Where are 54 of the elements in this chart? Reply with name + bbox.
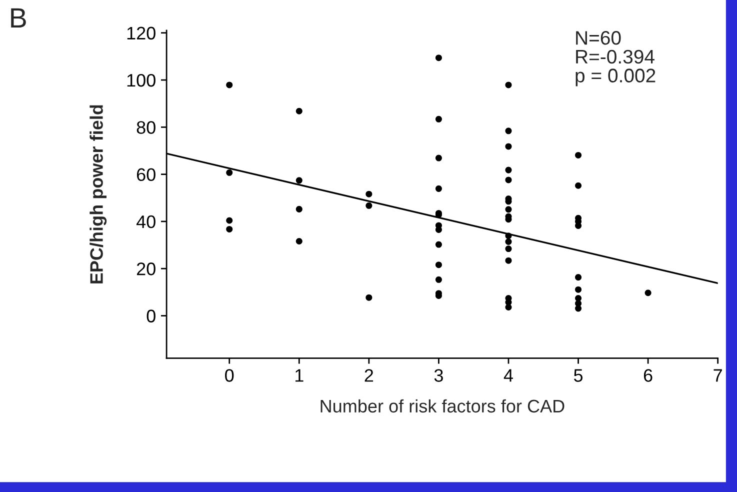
y-tick-label: 0 [146,310,156,322]
point [366,202,372,209]
x-tick-label: 0 [225,369,234,382]
point [575,305,582,312]
x-tick-label: 5 [574,369,583,382]
y-tick-label: 20 [136,262,156,276]
point [575,286,582,293]
point [505,206,512,213]
point [505,257,512,264]
y-tick-label: 40 [136,215,156,228]
x-axis-title: Number of risk factors for CAD [320,399,564,413]
point [296,206,302,212]
point [435,154,442,162]
y-axis-title: EPC/high power field [90,105,107,284]
point [575,295,582,302]
point [435,54,442,62]
point [435,116,442,122]
annotation: N=60 R=-0.394 p = 0.002 [576,31,656,86]
x-tick-label: 7 [714,369,722,382]
point [226,82,233,88]
point [435,262,442,268]
y-tick-label: 80 [136,121,156,134]
point [296,238,302,245]
y-tick-label: 120 [127,26,156,40]
point [435,276,442,283]
point [435,241,442,248]
x-tick-label: 2 [364,369,374,382]
x-tick-label: 4 [504,369,513,382]
point [226,226,233,232]
y-tick-label: 100 [127,74,156,87]
point [296,108,302,114]
x-tick-label: 3 [434,369,443,382]
point [505,238,512,245]
x-tick-label: 6 [644,369,652,382]
point [505,166,512,174]
point [435,185,442,192]
point [505,143,512,150]
point [226,217,233,224]
y-tick-label: 60 [136,168,156,182]
text: B [11,8,26,28]
point [505,176,512,184]
point [296,177,302,184]
point [505,128,512,134]
point [505,246,512,252]
point [226,169,233,176]
point [366,190,372,198]
point [644,290,652,296]
point [505,304,512,311]
point [575,152,582,158]
x-tick-label: 1 [296,369,304,382]
point [575,182,582,189]
point [505,82,512,88]
point [575,274,582,281]
point [366,294,372,301]
